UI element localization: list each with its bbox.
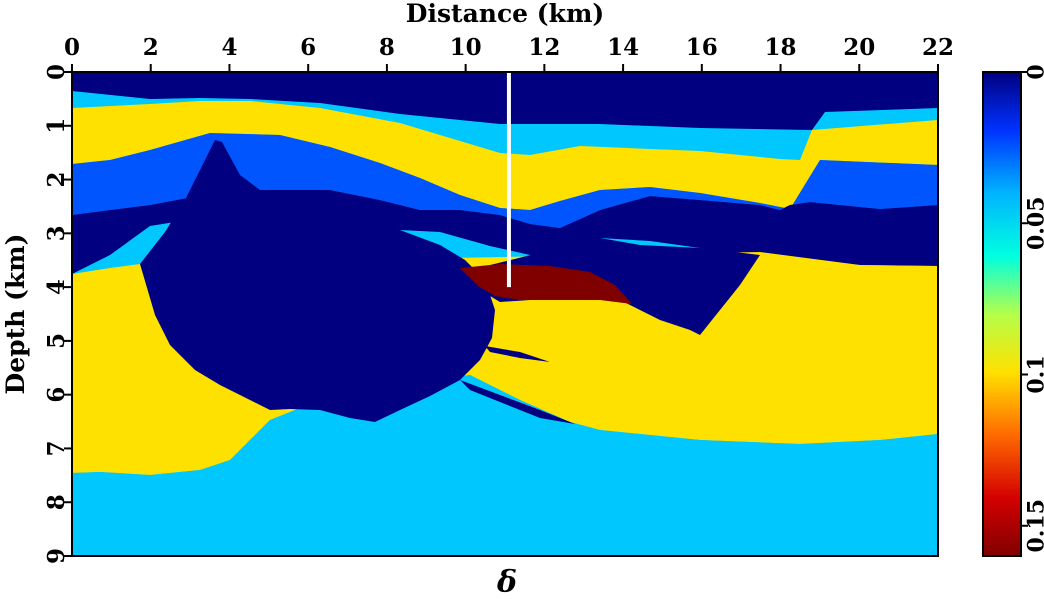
y-tick-label: 3 bbox=[43, 225, 70, 241]
y-tick-label: 6 bbox=[43, 387, 70, 403]
colorbar-tick-label: 0 bbox=[1024, 64, 1044, 79]
y-axis-label: Depth (km) bbox=[1, 234, 30, 395]
y-tick-label: 9 bbox=[43, 548, 70, 564]
x-tick-label: 2 bbox=[143, 34, 159, 61]
salt-body bbox=[140, 140, 495, 422]
bottom-cyan-layer bbox=[72, 375, 938, 556]
y-axis-ticks: 0 1 2 3 4 5 6 7 8 9 bbox=[43, 64, 72, 564]
x-tick-label: 16 bbox=[686, 34, 718, 61]
colorbar bbox=[982, 71, 1022, 557]
y-tick-label: 2 bbox=[43, 172, 70, 188]
y-tick-label: 4 bbox=[43, 279, 70, 295]
x-axis-label: Distance (km) bbox=[406, 0, 604, 28]
x-tick-label: 0 bbox=[64, 34, 80, 61]
x-tick-label: 22 bbox=[922, 34, 954, 61]
y-tick-label: 8 bbox=[43, 494, 70, 510]
upper-yellow-layer bbox=[72, 101, 938, 210]
y-tick-label: 1 bbox=[43, 118, 70, 134]
x-tick-label: 6 bbox=[300, 34, 316, 61]
colorbar-tick-label: 0.15 bbox=[1024, 499, 1044, 553]
x-tick-label: 18 bbox=[765, 34, 797, 61]
y-tick-label: 7 bbox=[43, 440, 70, 456]
navy-streak-1 bbox=[485, 346, 550, 362]
colorbar-ticks: 0 0.05 0.1 0.15 bbox=[1021, 64, 1044, 553]
y-tick-label: 5 bbox=[43, 333, 70, 349]
plot-area bbox=[72, 72, 938, 556]
x-tick-label: 12 bbox=[528, 34, 560, 61]
x-axis-ticks: 0 2 4 6 8 10 12 14 16 18 20 22 bbox=[64, 34, 954, 72]
darkred-anomaly bbox=[460, 264, 632, 304]
navy-streak-2 bbox=[460, 380, 575, 424]
water-layer bbox=[72, 72, 938, 130]
blue-layer bbox=[72, 133, 938, 228]
x-tick-label: 20 bbox=[843, 34, 875, 61]
colorbar-tick-label: 0.05 bbox=[1024, 196, 1044, 250]
bottom-symbol-label: δ bbox=[496, 565, 517, 599]
x-tick-label: 14 bbox=[607, 34, 639, 61]
x-tick-label: 10 bbox=[450, 34, 482, 61]
y-tick-label: 0 bbox=[43, 64, 70, 80]
x-tick-label: 4 bbox=[221, 34, 237, 61]
x-tick-label: 8 bbox=[379, 34, 395, 61]
plot-frame bbox=[71, 71, 939, 557]
colorbar-tick-label: 0.1 bbox=[1024, 355, 1044, 393]
